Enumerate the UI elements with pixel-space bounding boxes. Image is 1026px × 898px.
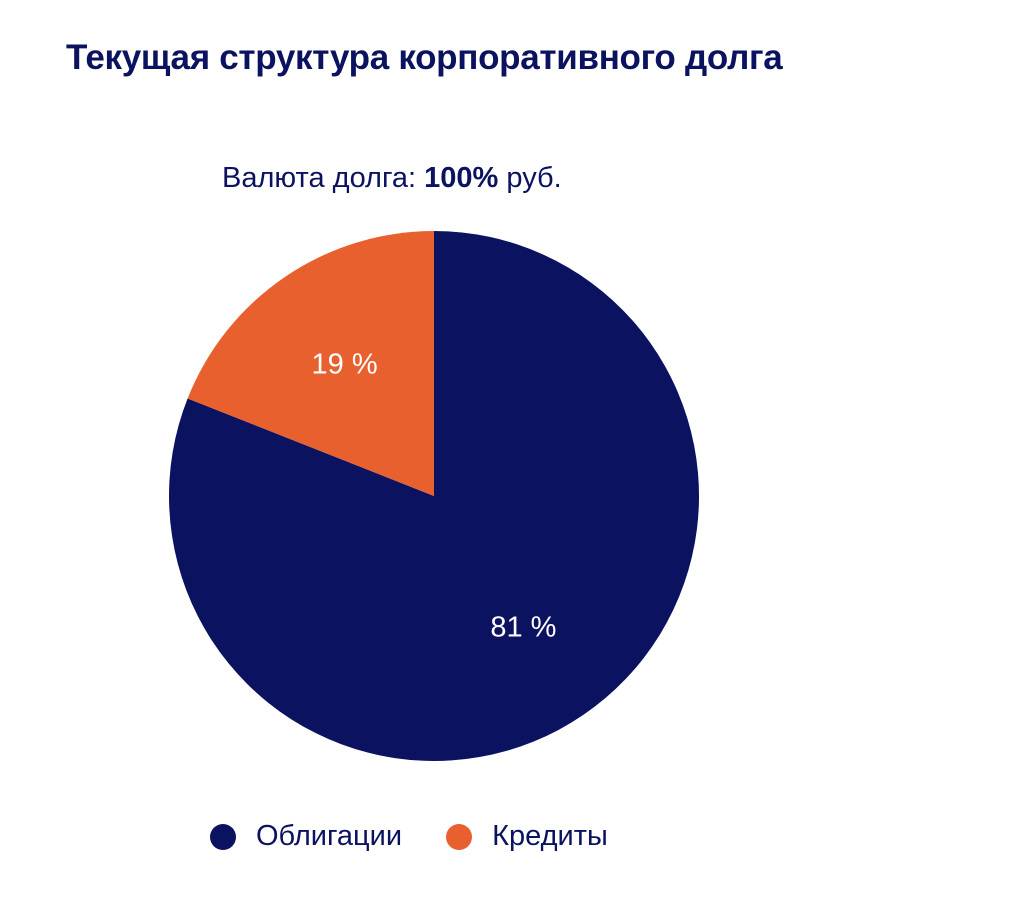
- debt-currency-share: 100%: [424, 162, 499, 194]
- pie-slice-2-value-label: 19 %: [312, 349, 378, 381]
- legend-item-2: Кредиты: [446, 820, 608, 853]
- legend-label-1: Облигации: [256, 820, 403, 852]
- legend-swatch-2: [446, 823, 473, 850]
- chart-title: Текущая структура корпоративного долга: [66, 38, 783, 77]
- chart-legend: Облигации Кредиты: [210, 820, 652, 853]
- pie-slice-1-value-label: 81 %: [490, 612, 556, 644]
- pie-slice-2: [187, 231, 434, 496]
- debt-currency-unit: руб.: [498, 162, 562, 194]
- pie-slice-1: [168, 231, 699, 762]
- legend-swatch-1: [210, 823, 236, 850]
- legend-label-2: Кредиты: [492, 820, 608, 852]
- debt-currency-label: Валюта долга:: [222, 162, 425, 194]
- legend-item-1: Облигации: [210, 820, 402, 853]
- debt-currency-caption: Валюта долга: 100% руб.: [222, 162, 562, 195]
